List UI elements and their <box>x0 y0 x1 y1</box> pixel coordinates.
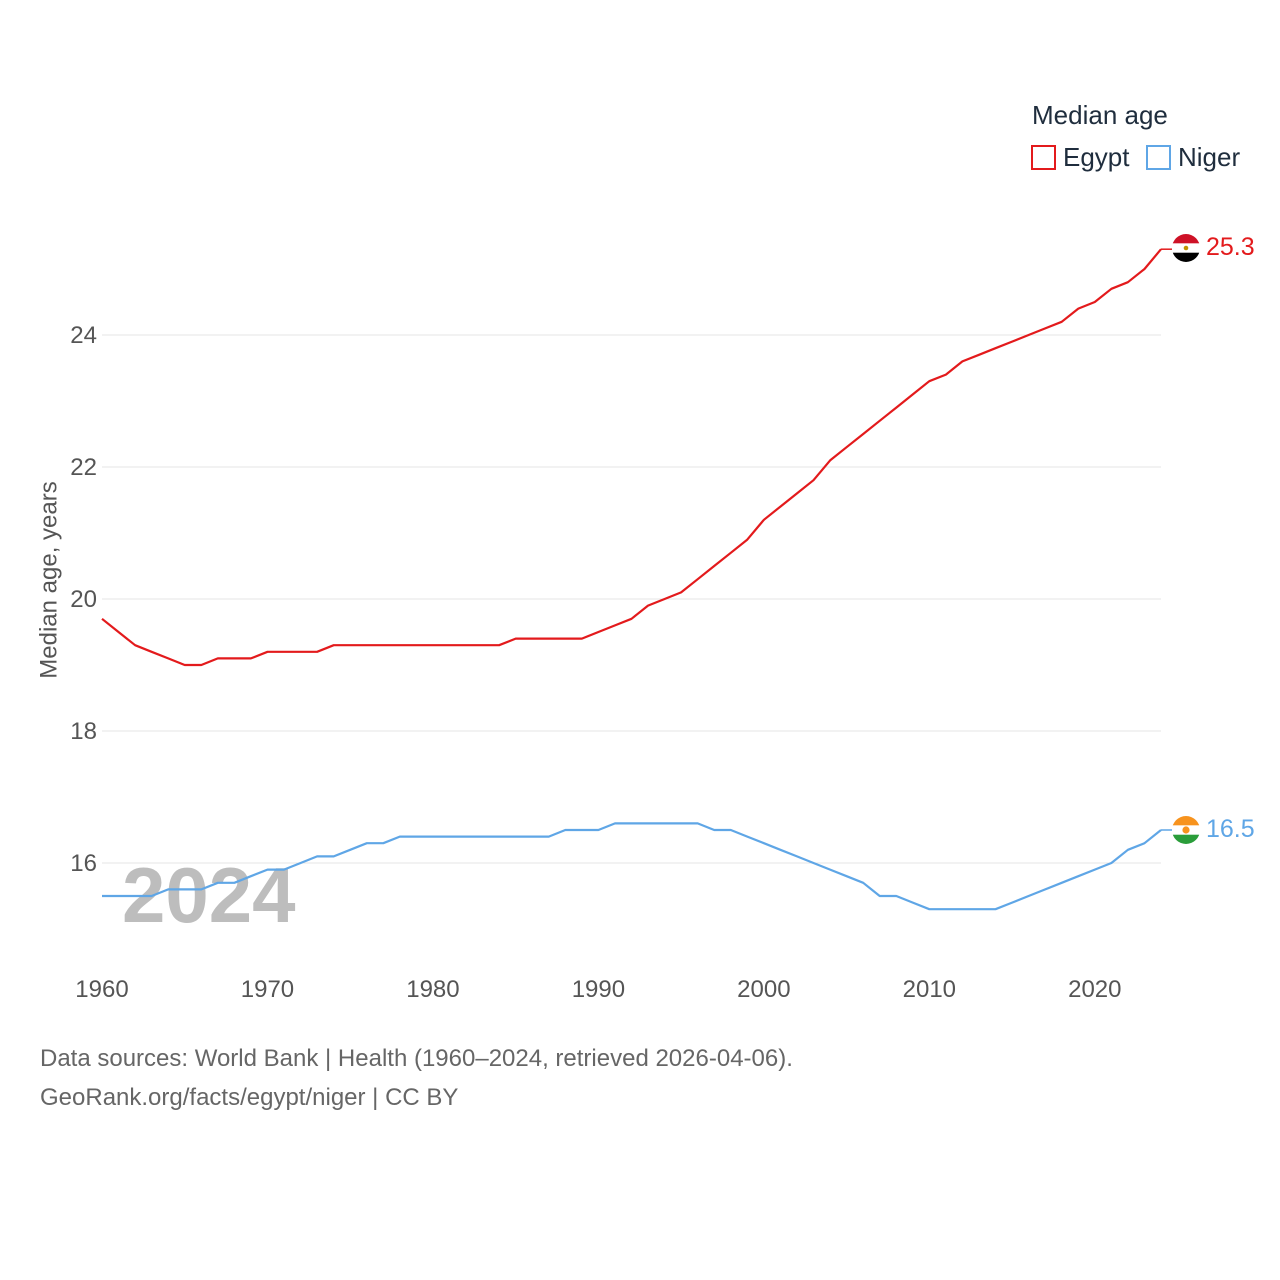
series-line-niger <box>102 822 1162 911</box>
series-line-egypt <box>101 248 1162 667</box>
y-tick-label: 20 <box>70 586 97 613</box>
niger-end-value-label: 16.5 <box>1206 815 1255 843</box>
y-tick-label: 24 <box>70 322 97 349</box>
source-line-1: Data sources: World Bank | Health (1960–… <box>40 1045 793 1072</box>
x-tick-label: 1970 <box>241 976 294 1003</box>
y-tick-label: 22 <box>70 454 97 481</box>
legend-swatch-egypt <box>1031 145 1056 170</box>
legend-label-niger: Niger <box>1178 142 1240 172</box>
legend-label-egypt: Egypt <box>1063 142 1130 172</box>
egypt-end-value-label: 25.3 <box>1206 233 1255 261</box>
gridlines <box>102 334 1161 864</box>
series-end-markers <box>1161 248 1172 831</box>
x-tick-label: 1980 <box>406 976 459 1003</box>
x-tick-label: 1990 <box>572 976 625 1003</box>
x-axis-ticks: 1960 1970 1980 1990 2000 2010 2020 <box>75 976 1121 1003</box>
legend: Median age Egypt Niger <box>1031 100 1240 172</box>
y-tick-label: 18 <box>70 718 97 745</box>
y-axis-label: Median age, years <box>35 481 62 678</box>
y-axis-ticks: 16 18 20 22 24 <box>70 322 97 877</box>
egypt-flag-icon <box>1172 234 1200 262</box>
x-tick-label: 2010 <box>903 976 956 1003</box>
x-tick-label: 1960 <box>75 976 128 1003</box>
x-tick-label: 2000 <box>737 976 790 1003</box>
series-lines <box>101 248 1162 911</box>
y-tick-label: 16 <box>70 850 97 877</box>
niger-flag-icon <box>1172 816 1200 844</box>
legend-swatch-niger <box>1146 145 1171 170</box>
source-line-2: GeoRank.org/facts/egypt/niger | CC BY <box>40 1084 459 1111</box>
x-tick-label: 2020 <box>1068 976 1121 1003</box>
legend-title: Median age <box>1032 100 1168 130</box>
